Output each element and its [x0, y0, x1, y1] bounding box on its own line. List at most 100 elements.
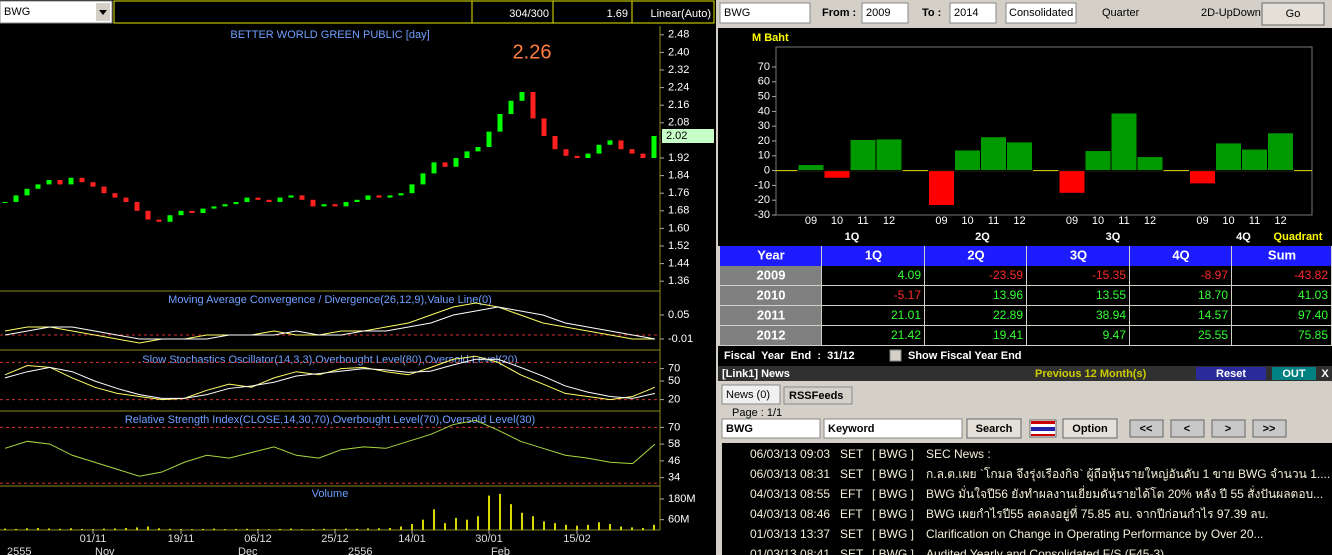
symbol-input[interactable]: [721, 418, 821, 439]
volume-bar: [356, 528, 358, 530]
volume-bar: [488, 495, 490, 530]
candle: [35, 184, 41, 189]
quarter-label: 1Q: [845, 231, 860, 243]
nav-button[interactable]: [1129, 419, 1164, 438]
year-label: 11: [1118, 215, 1129, 227]
news-cell: [ BWG ]: [872, 527, 914, 541]
value-cell: 18.70: [1198, 288, 1228, 302]
search-button[interactable]: [966, 418, 1022, 439]
go-label: Go: [1286, 8, 1301, 20]
symbol-value: BWG: [726, 423, 753, 435]
candle: [189, 210, 195, 213]
news-cell[interactable]: BWG เผยกำไรปี55 ลดลงอยู่ที่ 75.85 ลบ. จา…: [926, 505, 1269, 522]
candle: [552, 136, 558, 150]
news-cell: EFT: [840, 487, 863, 501]
value-cell: -43.82: [1294, 268, 1328, 282]
panel-title: Slow Stochastics Oscillator(14,3,3),Over…: [142, 354, 517, 366]
table-cell: [1232, 306, 1331, 325]
symbol-select[interactable]: [719, 2, 811, 24]
close-button[interactable]: X: [1321, 368, 1329, 380]
volume-bar: [620, 526, 622, 530]
from-label: From :: [822, 7, 856, 19]
y-tick-label: 1.44: [668, 258, 689, 270]
news-cell: 04/03/13 08:55: [750, 487, 830, 501]
volume-bar: [367, 528, 369, 530]
volume-bar: [334, 529, 336, 530]
news-cell[interactable]: BWG มั่นใจปี56 ยังทำผลงานเยี่ยมดันรายได้…: [926, 485, 1323, 501]
volume-bar: [565, 524, 567, 530]
candle: [464, 151, 470, 158]
tab[interactable]: [721, 384, 781, 405]
count: 304/300: [509, 8, 549, 20]
nav-button[interactable]: [1170, 419, 1205, 438]
table-cell: [1027, 306, 1129, 325]
y-tick-label: 0.05: [668, 309, 689, 321]
news-cell[interactable]: Audited Yearly and Consolidated F/S (F45…: [926, 547, 1164, 555]
fiscal-bar: [718, 346, 1332, 366]
year-label: 10: [1222, 215, 1234, 227]
volume-bar: [653, 524, 655, 530]
news-title: [Link1] News: [722, 368, 790, 380]
candle: [244, 197, 250, 202]
go-button[interactable]: [1261, 2, 1325, 26]
volume-bar: [257, 529, 259, 530]
keyword-input[interactable]: [823, 418, 963, 439]
out-label: OUT: [1282, 368, 1306, 380]
volume-bar: [587, 524, 589, 530]
news-cell: [ BWG ]: [872, 467, 914, 481]
reset-button[interactable]: [1196, 367, 1266, 380]
year-cell: 2012: [757, 327, 786, 342]
candle: [497, 114, 503, 132]
period-select[interactable]: [1098, 3, 1160, 23]
y-tick-label: 70: [668, 421, 680, 433]
news-cell[interactable]: ก.ล.ต.เผย `โกมล จึงรุ่งเรืองกิจ` ผู้ถือห…: [926, 467, 1330, 482]
option-label: Option: [1072, 423, 1108, 435]
candle: [90, 182, 96, 187]
option-button[interactable]: [1062, 418, 1118, 439]
bar: [1006, 141, 1033, 172]
nav-button[interactable]: [1211, 419, 1246, 438]
x-tick-label: 01/11: [80, 533, 107, 545]
value-cell: -5.17: [894, 288, 922, 302]
nav-button[interactable]: [1252, 419, 1287, 438]
tab[interactable]: [783, 386, 853, 405]
volume-bar: [4, 528, 6, 530]
news-cell: 06/03/13 09:03: [750, 447, 830, 461]
news-cell: [ BWG ]: [872, 447, 914, 461]
from-select[interactable]: [861, 2, 909, 24]
last-price-box: [662, 129, 714, 143]
symbol-select[interactable]: [0, 0, 113, 24]
y-tick-label: 0: [764, 165, 770, 177]
candle: [475, 147, 481, 152]
statement-select[interactable]: [1005, 2, 1077, 24]
table-cell: [1130, 266, 1231, 285]
volume-bar: [301, 529, 303, 530]
to-select[interactable]: [949, 2, 997, 24]
news-list: [722, 443, 1332, 555]
volume-bar: [312, 528, 314, 530]
candle: [519, 92, 525, 101]
panel-frames: [0, 26, 661, 531]
news-cell[interactable]: Clarification on Change in Operating Per…: [926, 527, 1264, 541]
header-label: 1Q: [865, 247, 882, 262]
table-cell: [925, 326, 1026, 345]
volume-bar: [279, 528, 281, 530]
year-label: 11: [857, 215, 868, 227]
volume-bar: [323, 528, 325, 530]
checkbox[interactable]: [889, 349, 902, 362]
bar: [1084, 150, 1112, 172]
candle: [486, 131, 492, 147]
news-cell: SET: [840, 447, 864, 461]
period-label: Dec: [238, 546, 258, 555]
y-tick-label: 50: [668, 375, 680, 387]
view-select[interactable]: [1198, 3, 1258, 23]
candle: [332, 204, 338, 207]
news-cell[interactable]: SEC News :: [926, 447, 991, 461]
value-cell: 25.55: [1198, 328, 1228, 342]
bar: [1215, 142, 1242, 172]
news-range: Previous 12 Month(s): [1035, 368, 1147, 380]
value-cell: -23.59: [989, 268, 1023, 282]
candle: [233, 202, 239, 205]
header-cell: [822, 246, 924, 266]
out-button[interactable]: [1272, 367, 1316, 380]
